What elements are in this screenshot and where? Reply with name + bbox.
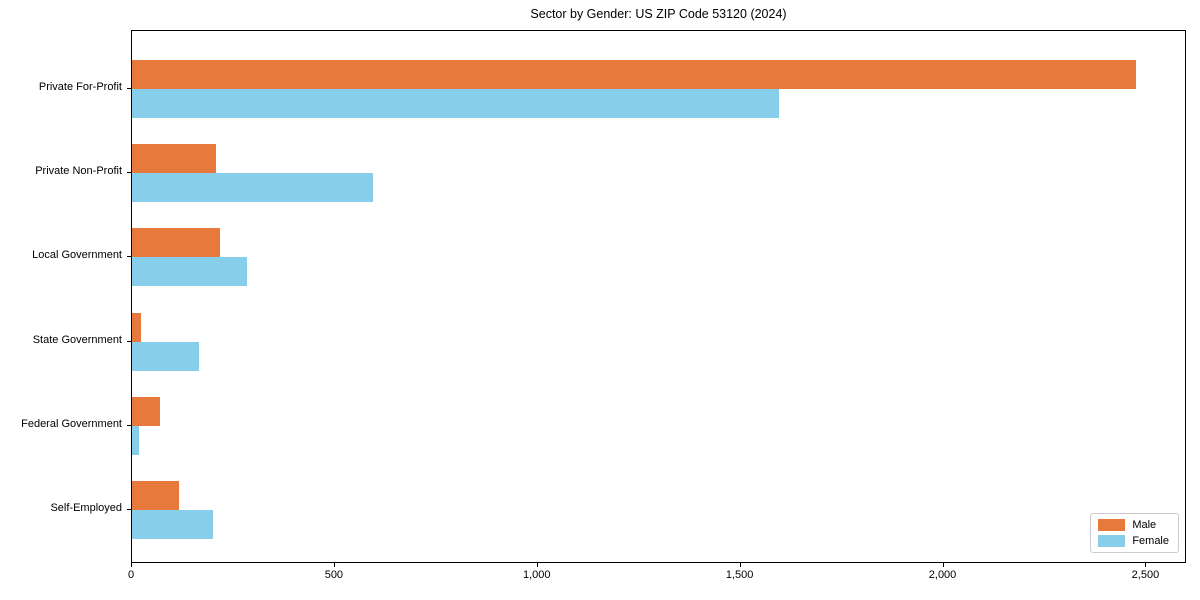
female-series-swatch [1098,535,1126,547]
y-tick-1 [127,172,131,174]
category-label-0: Private For-Profit [38,81,122,93]
x-tick-label-4: 2,000 [928,569,957,581]
legend-entry-female: Female [1098,535,1169,547]
x-tick-label-5: 2,500 [1131,569,1160,581]
bar-male-3 [132,312,141,342]
category-label-1: Private Non-Profit [35,165,122,178]
category-label-4: Federal Government [21,417,122,430]
male-series-swatch [1098,519,1126,531]
bar-male-1 [132,144,216,174]
x-tick-4 [942,563,944,567]
legend-entry-male: Male [1098,519,1169,531]
bar-female-3 [132,341,199,371]
y-tick-5 [127,509,131,510]
plot-area: Male Female [131,30,1186,563]
x-tick-label-3: 1,500 [725,569,754,581]
x-tick-1 [333,563,335,567]
category-label-5: Self-Employed [50,502,122,514]
y-tick-4 [127,424,131,426]
bar-female-4 [132,425,139,455]
x-tick-label-2: 1,000 [523,569,551,581]
x-tick-label-0: 0 [127,569,135,581]
category-label-3: State Government [32,333,122,346]
y-tick-3 [127,340,131,342]
x-tick-0 [131,563,132,567]
x-tick-2 [536,563,538,567]
x-tick-3 [739,563,741,567]
bar-female-0 [132,89,779,118]
bar-female-2 [132,257,247,287]
bar-female-5 [132,510,213,539]
legend-label-female: Female [1132,535,1169,547]
y-tick-2 [127,256,131,258]
bar-male-0 [132,60,1136,89]
legend: Male Female [1090,513,1179,553]
x-tick-5 [1145,563,1147,567]
bar-male-5 [132,481,179,510]
legend-label-male: Male [1132,519,1157,531]
chart-title: Sector by Gender: US ZIP Code 53120 (202… [530,7,787,21]
bar-female-1 [132,173,373,203]
bar-male-2 [132,228,220,258]
x-tick-label-1: 500 [324,569,344,581]
y-tick-0 [127,88,131,89]
category-label-2: Local Government [32,249,122,262]
bar-male-4 [132,396,160,426]
